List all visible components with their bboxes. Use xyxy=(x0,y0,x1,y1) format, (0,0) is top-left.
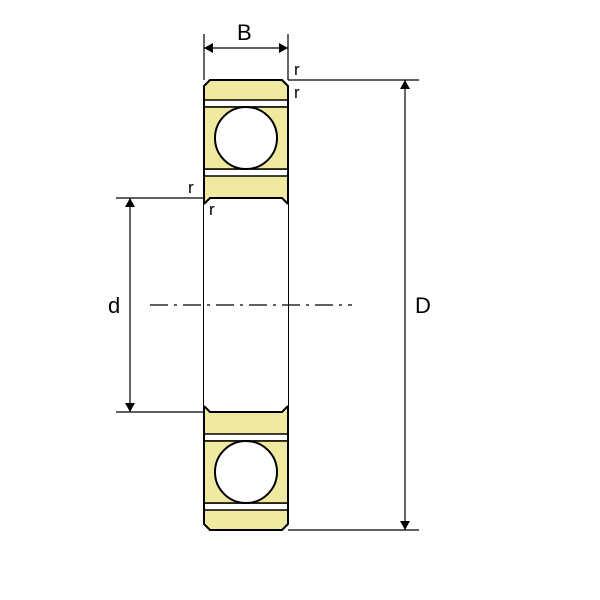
diagram-svg xyxy=(0,0,600,600)
label-D: D xyxy=(415,293,431,319)
label-d: d xyxy=(108,293,120,319)
label-B: B xyxy=(237,20,252,46)
label-r-outer-bottom: r xyxy=(294,83,300,103)
label-r-outer-top: r xyxy=(294,60,300,80)
label-r-inner-bottom: r xyxy=(209,200,215,220)
bearing-diagram: B D d r r r r xyxy=(0,0,600,600)
label-r-inner-top: r xyxy=(188,178,194,198)
